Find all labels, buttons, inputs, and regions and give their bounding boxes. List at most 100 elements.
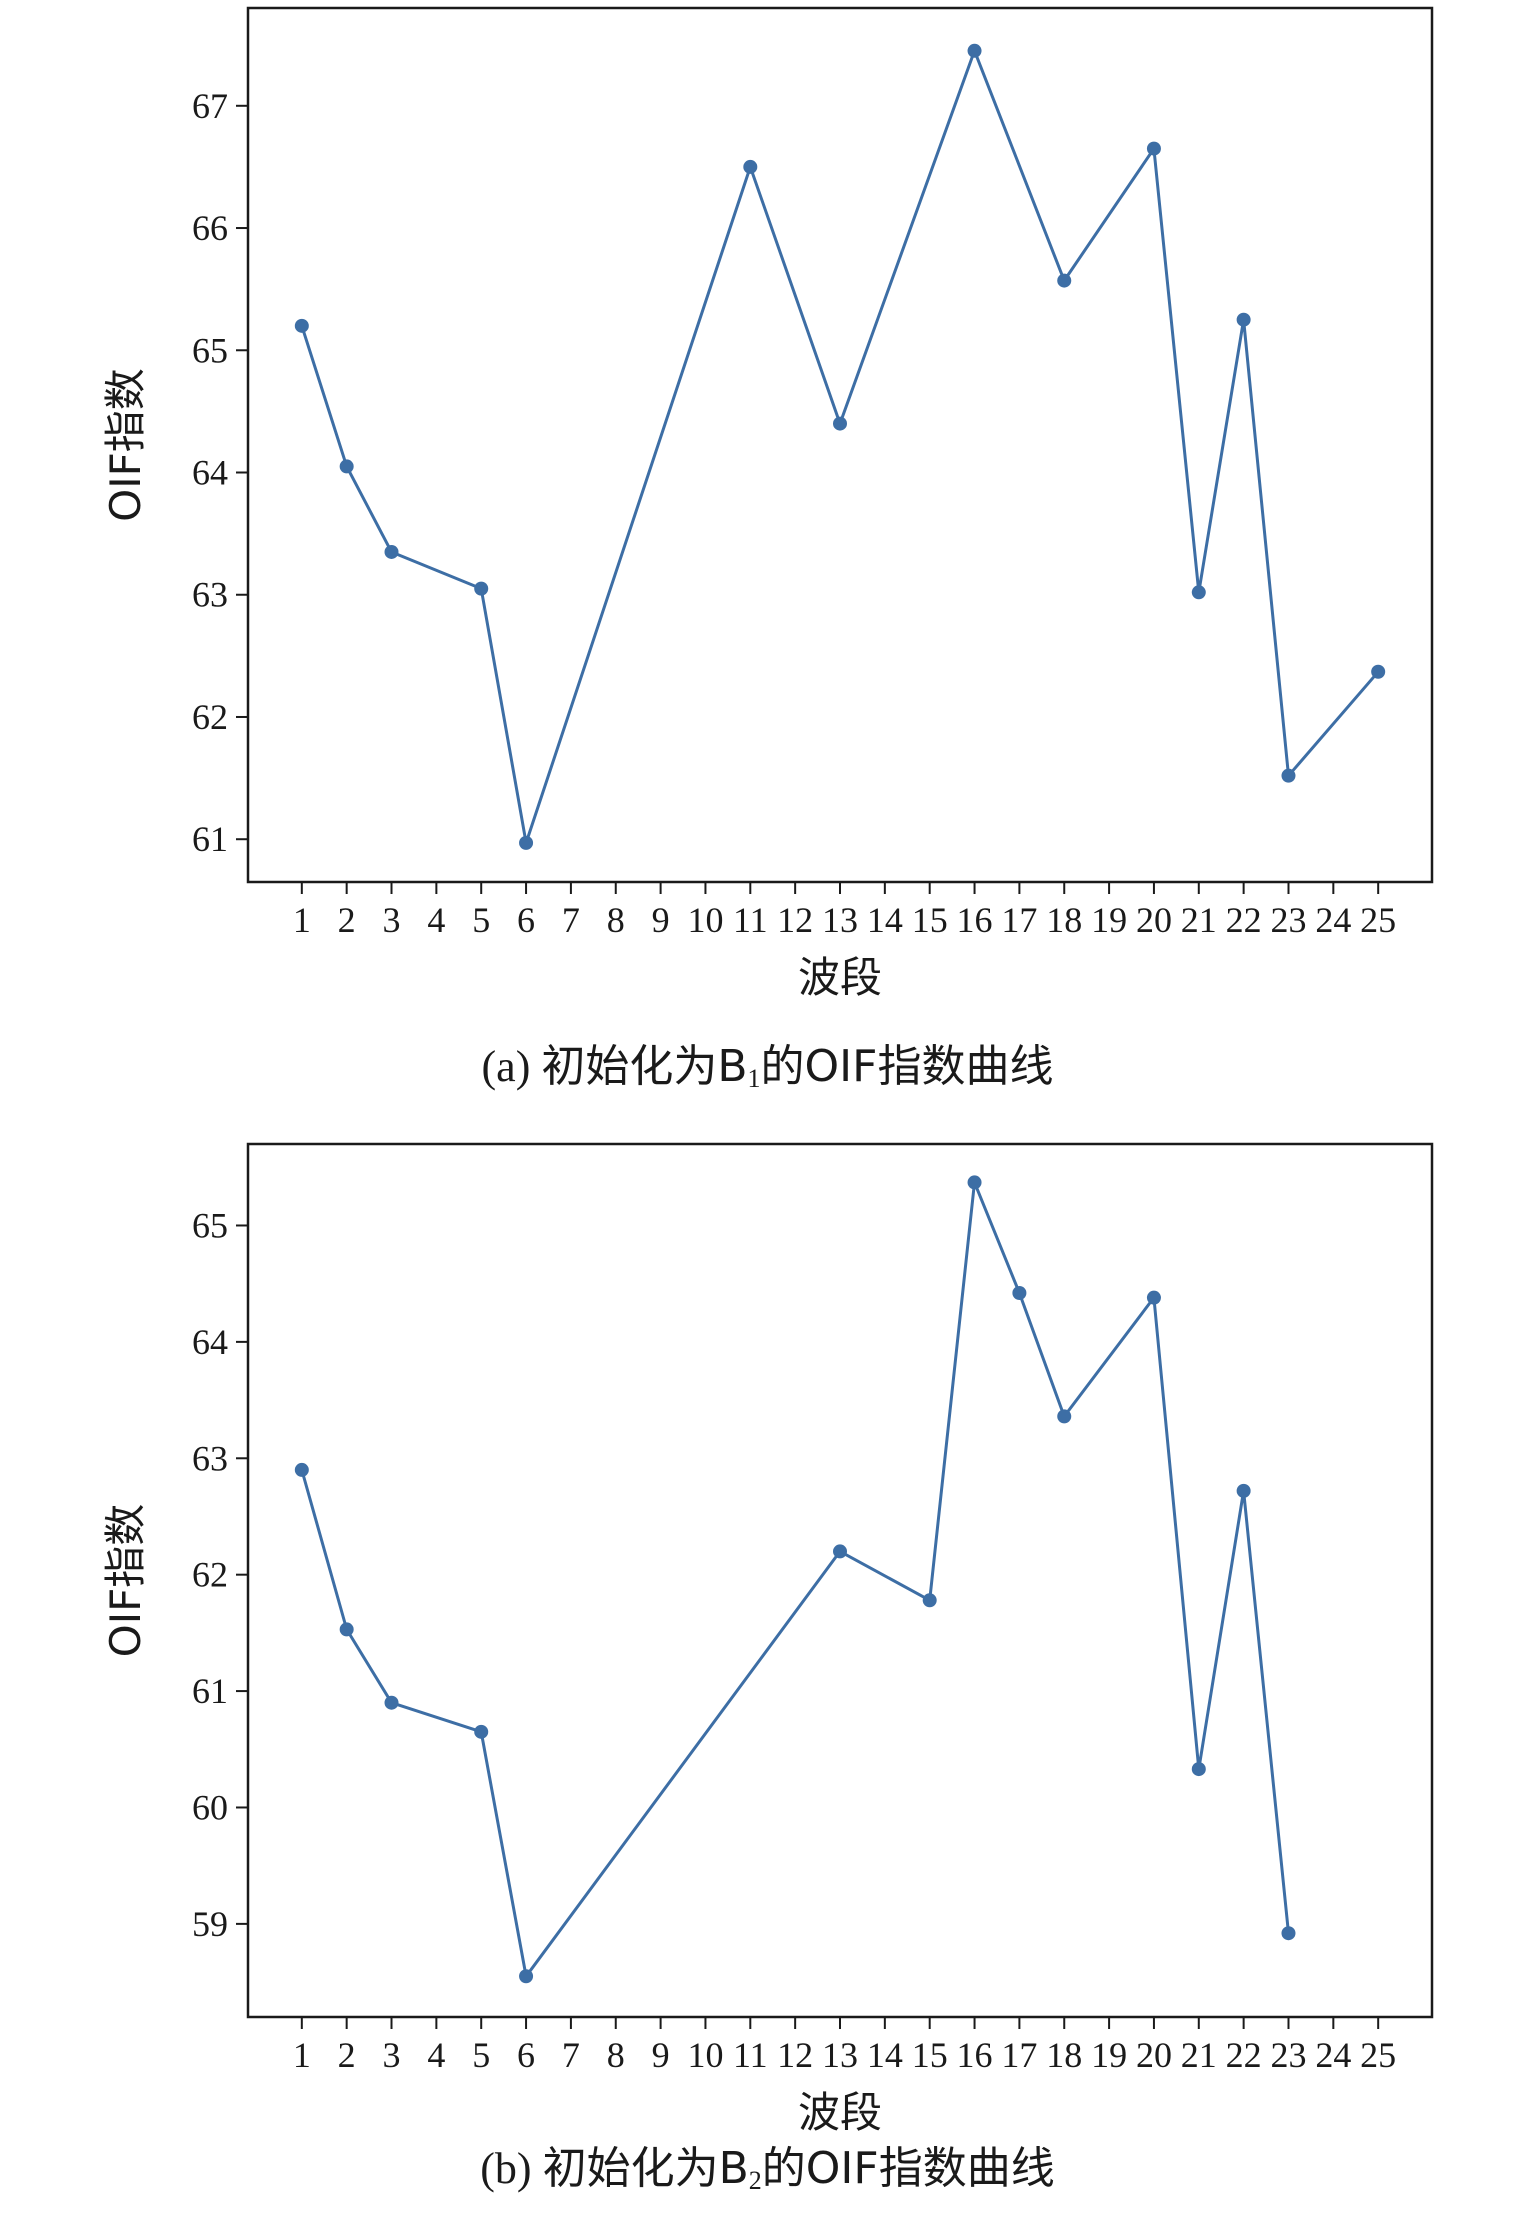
y-axis-title: OIF指数 bbox=[101, 1504, 150, 1658]
x-tick-label: 8 bbox=[607, 2035, 625, 2075]
chart-panel-a: 1 2 3 4 5 6 7 8 9 10 11 12 13 14 15 16 17 18 19 20 21 22 23 24 2… bbox=[0, 6, 1535, 1094]
x-tick-label: 21 bbox=[1181, 2035, 1217, 2075]
x-tick-label: 18 bbox=[1046, 2035, 1082, 2075]
series-line bbox=[300, 49, 1380, 845]
y-tick-label: 65 bbox=[192, 330, 228, 370]
x-tick-label: 7 bbox=[562, 2035, 580, 2075]
data-point bbox=[384, 544, 399, 559]
caption-prefix: (b) bbox=[480, 2144, 543, 2193]
y-tick-label: 64 bbox=[192, 453, 228, 493]
x-tick-label: 19 bbox=[1091, 900, 1127, 940]
data-point bbox=[519, 835, 534, 850]
data-point bbox=[833, 1544, 847, 1559]
x-tick-label: 13 bbox=[822, 2035, 858, 2075]
data-point bbox=[1371, 664, 1386, 679]
x-tick-label: 18 bbox=[1046, 900, 1082, 940]
x-tick-label: 3 bbox=[383, 2035, 401, 2075]
x-tick-label: 2 bbox=[338, 2035, 356, 2075]
x-tick-label: 10 bbox=[687, 900, 723, 940]
data-point bbox=[1191, 585, 1206, 600]
y-tick-label: 67 bbox=[192, 86, 228, 126]
y-tick-label: 66 bbox=[192, 208, 228, 248]
x-tick-label: 20 bbox=[1136, 2035, 1172, 2075]
data-point bbox=[384, 1695, 399, 1710]
x-tick-label: 21 bbox=[1181, 900, 1217, 940]
x-tick-label: 11 bbox=[733, 900, 768, 940]
data-point bbox=[1281, 1926, 1296, 1941]
data-point bbox=[967, 1175, 982, 1190]
data-point bbox=[1236, 1483, 1251, 1498]
y-tick-label: 65 bbox=[192, 1205, 228, 1245]
y-tick-label: 63 bbox=[192, 575, 228, 615]
x-tick-label: 15 bbox=[912, 2035, 948, 2075]
oif-line-chart-a: 1 2 3 4 5 6 7 8 9 10 11 12 13 14 15 16 17 18 19 20 21 22 23 24 2… bbox=[101, 6, 1434, 1002]
x-tick-label: 24 bbox=[1315, 2035, 1351, 2075]
data-point bbox=[1236, 312, 1251, 327]
data-point bbox=[1281, 768, 1296, 783]
x-tick-label: 22 bbox=[1226, 2035, 1262, 2075]
x-tick-label: 8 bbox=[607, 900, 625, 940]
x-tick-label: 19 bbox=[1091, 2035, 1127, 2075]
x-tick-label: 10 bbox=[687, 2035, 723, 2075]
x-tick-label: 6 bbox=[517, 900, 535, 940]
x-tick-label: 25 bbox=[1360, 2035, 1396, 2075]
x-tick-label: 14 bbox=[867, 2035, 903, 2075]
x-tick-label: 23 bbox=[1270, 2035, 1306, 2075]
caption-end: 的OIF指数曲线 bbox=[761, 2143, 1055, 2194]
y-tick-label: 61 bbox=[192, 1671, 228, 1711]
x-tick-label: 14 bbox=[867, 900, 903, 940]
data-point bbox=[1191, 1762, 1206, 1777]
x-tick-label: 5 bbox=[472, 2035, 490, 2075]
plot-frame bbox=[246, 1142, 1434, 2019]
data-point bbox=[1057, 273, 1072, 288]
oif-line-chart-b: 1 2 3 4 5 6 7 8 9 10 11 12 13 14 15 16 17 18 19 20 21 22 23 24 2… bbox=[101, 1142, 1434, 2137]
data-point bbox=[339, 1622, 354, 1637]
data-point bbox=[474, 581, 489, 596]
x-tick-label: 23 bbox=[1270, 900, 1306, 940]
x-tick-label: 16 bbox=[957, 2035, 993, 2075]
caption-mid: 初始化为B bbox=[541, 1041, 748, 1092]
data-point bbox=[1012, 1285, 1027, 1300]
data-point bbox=[1146, 1290, 1161, 1305]
x-tick-label: 15 bbox=[912, 900, 948, 940]
chart-caption-b: (b) 初始化为B2的OIF指数曲线 bbox=[0, 2132, 1535, 2196]
caption-prefix: (a) bbox=[481, 1042, 542, 1091]
series-line bbox=[300, 1180, 1290, 1978]
x-tick-label: 11 bbox=[733, 2035, 768, 2075]
x-axis-title: 波段 bbox=[798, 2088, 882, 2137]
caption-subscript: 2 bbox=[748, 2166, 762, 2195]
x-tick-label: 5 bbox=[472, 900, 490, 940]
data-point bbox=[1146, 141, 1161, 156]
x-tick-label: 17 bbox=[1001, 900, 1037, 940]
x-tick-label: 1 bbox=[293, 2035, 311, 2075]
x-tick-label: 13 bbox=[822, 900, 858, 940]
x-tick-label: 17 bbox=[1001, 2035, 1037, 2075]
data-point bbox=[922, 1593, 937, 1608]
data-point bbox=[294, 1462, 309, 1477]
data-point bbox=[339, 459, 354, 474]
y-tick-label: 64 bbox=[192, 1322, 228, 1362]
x-tick-label: 16 bbox=[957, 900, 993, 940]
y-tick-label: 62 bbox=[192, 697, 228, 737]
x-tick-label: 2 bbox=[338, 900, 356, 940]
y-tick-label: 60 bbox=[192, 1787, 228, 1827]
x-tick-label: 24 bbox=[1315, 900, 1351, 940]
x-tick-label: 6 bbox=[517, 2035, 535, 2075]
x-tick-label: 4 bbox=[427, 2035, 445, 2075]
x-tick-label: 1 bbox=[293, 900, 311, 940]
x-tick-label: 9 bbox=[652, 2035, 670, 2075]
y-tick-label: 59 bbox=[192, 1904, 228, 1944]
x-tick-label: 7 bbox=[562, 900, 580, 940]
x-tick-label: 20 bbox=[1136, 900, 1172, 940]
y-tick-label: 62 bbox=[192, 1555, 228, 1595]
data-point bbox=[1057, 1409, 1072, 1424]
x-tick-label: 12 bbox=[777, 900, 813, 940]
plot-frame bbox=[246, 6, 1434, 884]
x-tick-label: 25 bbox=[1360, 900, 1396, 940]
y-tick-label: 63 bbox=[192, 1438, 228, 1478]
x-tick-label: 4 bbox=[427, 900, 445, 940]
x-tick-label: 9 bbox=[652, 900, 670, 940]
data-point bbox=[474, 1724, 489, 1739]
caption-end: 的OIF指数曲线 bbox=[760, 1041, 1054, 1092]
chart-caption-a: (a) 初始化为B1的OIF指数曲线 bbox=[0, 1030, 1535, 1094]
